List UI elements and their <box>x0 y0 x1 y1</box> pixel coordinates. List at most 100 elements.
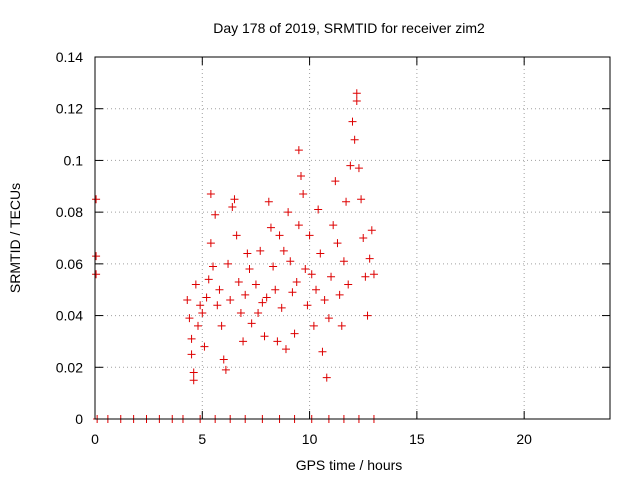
data-point <box>232 231 241 240</box>
y-ticks: 0 0.02 0.04 0.06 0.08 0.1 0.12 0.14 <box>56 49 610 427</box>
data-point <box>318 347 327 356</box>
data-point <box>234 277 243 286</box>
data-point <box>329 221 338 230</box>
data-point <box>228 202 237 211</box>
data-point <box>245 265 254 274</box>
data-point <box>309 321 318 330</box>
y-axis-label: SRMTID / TECUs <box>7 183 23 293</box>
data-point <box>367 226 376 235</box>
data-point <box>269 262 278 271</box>
data-point <box>294 221 303 230</box>
data-point <box>331 177 340 186</box>
data-point <box>191 280 200 289</box>
data-point <box>365 254 374 263</box>
x-tick-label: 10 <box>302 431 318 447</box>
y-tick-label: 0.02 <box>56 359 83 375</box>
data-point <box>258 298 267 307</box>
data-point <box>352 96 361 105</box>
data-point <box>239 337 248 346</box>
data-point <box>189 376 198 385</box>
data-point <box>209 262 218 271</box>
data-point <box>292 277 301 286</box>
data-point <box>189 368 198 377</box>
data-point <box>327 272 336 281</box>
data-point <box>241 290 250 299</box>
data-point <box>185 314 194 323</box>
data-point <box>198 308 207 317</box>
data-point <box>224 259 233 268</box>
data-point <box>339 257 348 266</box>
data-point <box>196 301 205 310</box>
y-tick-label: 0.06 <box>56 256 83 272</box>
data-point <box>260 332 269 341</box>
data-point <box>264 197 273 206</box>
data-point <box>333 239 342 248</box>
data-point <box>312 285 321 294</box>
x-tick-label: 0 <box>91 431 99 447</box>
data-point <box>206 239 215 248</box>
data-point <box>335 290 344 299</box>
data-point <box>221 365 230 374</box>
data-point <box>206 190 215 199</box>
data-point <box>307 270 316 279</box>
data-point <box>299 190 308 199</box>
y-tick-label: 0.12 <box>56 101 83 117</box>
plot-frame <box>94 56 611 420</box>
data-point <box>183 296 192 305</box>
data-point <box>305 231 314 240</box>
data-point <box>251 280 260 289</box>
data-point <box>213 301 222 310</box>
data-point <box>316 249 325 258</box>
data-point <box>354 164 363 173</box>
data-point <box>219 355 228 364</box>
data-point <box>273 337 282 346</box>
data-point <box>243 249 252 258</box>
data-point <box>301 265 310 274</box>
data-point <box>342 197 351 206</box>
chart-title: Day 178 of 2019, SRMTID for receiver zim… <box>213 20 485 36</box>
data-point <box>266 223 275 232</box>
data-point <box>277 303 286 312</box>
data-point <box>314 205 323 214</box>
data-point <box>92 252 101 261</box>
data-point <box>288 288 297 297</box>
y-tick-label: 0 <box>75 411 83 427</box>
data-point <box>275 231 284 240</box>
x-tick-label: 15 <box>409 431 425 447</box>
data-point <box>324 314 333 323</box>
data-point <box>361 272 370 281</box>
data-point <box>271 285 280 294</box>
data-point <box>202 293 211 302</box>
data-point <box>215 285 224 294</box>
data-point <box>350 135 359 144</box>
data-point <box>352 89 361 98</box>
data-point <box>303 301 312 310</box>
data-point <box>286 257 295 266</box>
data-point <box>230 195 239 204</box>
x-tick-label: 5 <box>198 431 206 447</box>
data-point <box>369 270 378 279</box>
data-point <box>320 296 329 305</box>
x-ticks: 0 5 10 15 20 <box>91 57 532 447</box>
data-point <box>194 321 202 330</box>
data-point <box>256 246 265 255</box>
data-point <box>187 350 196 359</box>
data-point <box>363 311 372 320</box>
data-point <box>92 195 101 204</box>
data-point <box>262 293 271 302</box>
data-point <box>254 308 263 317</box>
data-point <box>297 171 305 180</box>
data-point <box>187 334 196 343</box>
data-point <box>357 195 366 204</box>
data-point <box>200 342 209 351</box>
data-point <box>204 275 213 284</box>
data-point <box>290 329 299 338</box>
data-point <box>247 319 256 328</box>
y-tick-label: 0.14 <box>56 49 83 65</box>
grid <box>95 57 610 419</box>
x-tick-label: 20 <box>516 431 532 447</box>
data-point <box>284 208 293 217</box>
data-point <box>348 117 357 126</box>
data-point <box>236 308 245 317</box>
